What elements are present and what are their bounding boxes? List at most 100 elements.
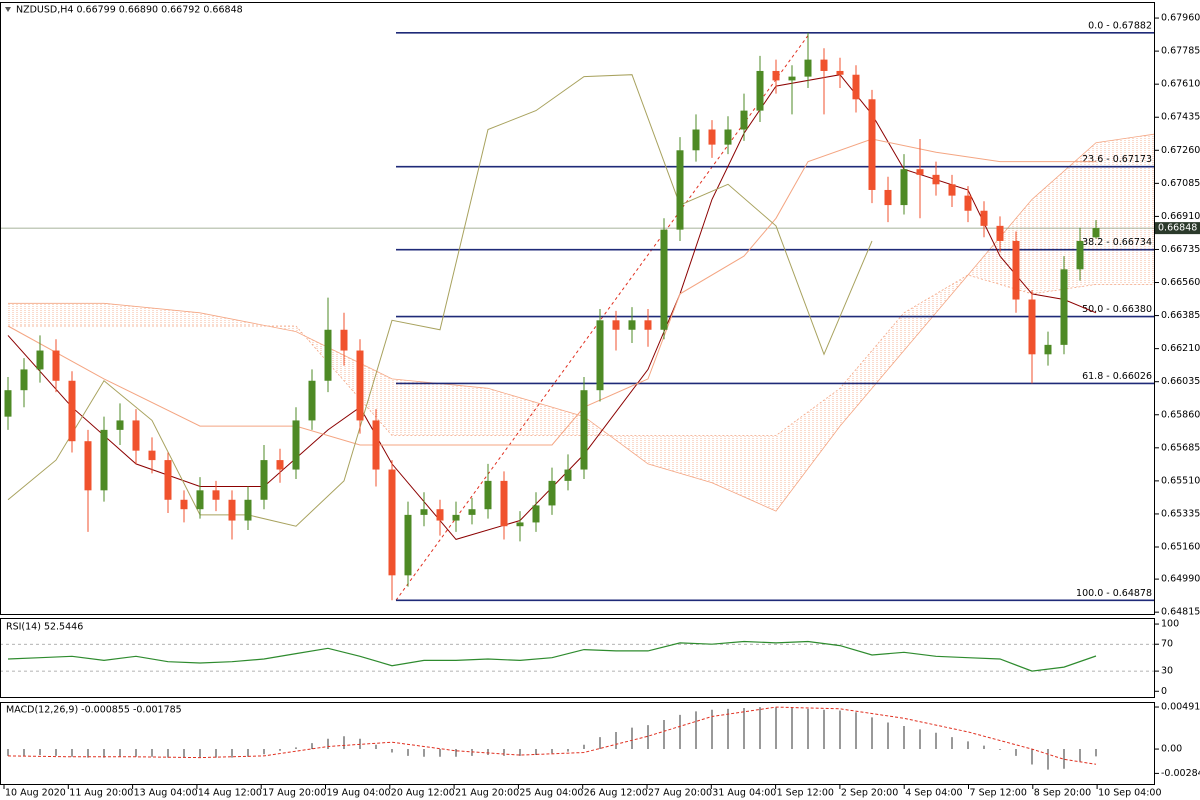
candle-body xyxy=(804,59,812,77)
fib-label: 0.0 - 0.67882 xyxy=(1088,20,1152,31)
candle-body xyxy=(596,320,604,391)
indicator-line xyxy=(7,74,873,527)
y-tick-label: 30 xyxy=(1161,666,1173,677)
candle-body xyxy=(884,189,892,206)
y-tick-label: 0.66035 xyxy=(1161,376,1200,387)
y-tick-label: 0.67085 xyxy=(1161,178,1200,189)
x-tick-label: 17 Aug 20:00 xyxy=(262,788,326,799)
fib-label: 50.0 - 0.66380 xyxy=(1082,304,1152,315)
y-tick-label: 0.64815 xyxy=(1161,607,1200,618)
main-panel xyxy=(0,2,1155,615)
candle-body xyxy=(420,509,428,515)
x-tick-label: 19 Aug 04:00 xyxy=(327,788,391,799)
candle-body xyxy=(436,509,444,521)
candle-body xyxy=(276,460,284,470)
candle-body xyxy=(340,329,348,351)
candle-body xyxy=(820,59,828,71)
indicator-line xyxy=(7,138,1096,446)
cloud-span-b xyxy=(8,274,1154,436)
y-tick-label: 0.67960 xyxy=(1161,13,1200,24)
x-tick-label: 2 Sep 20:00 xyxy=(841,788,898,799)
candle-body xyxy=(244,499,252,521)
candle-body xyxy=(564,469,572,481)
candle-body xyxy=(676,150,684,230)
x-tick-label: 7 Sep 12:00 xyxy=(970,788,1027,799)
candle-body xyxy=(452,514,460,521)
candle-body xyxy=(20,369,28,391)
candle-body xyxy=(196,490,204,510)
candle-body xyxy=(660,229,668,330)
candle-body xyxy=(628,320,636,330)
y-tick-label: 0.67435 xyxy=(1161,112,1200,123)
candle-body xyxy=(36,350,44,370)
candle-body xyxy=(772,70,780,81)
x-tick-label: 25 Aug 04:00 xyxy=(519,788,583,799)
candle-body xyxy=(212,490,220,500)
x-tick-label: 14 Aug 12:00 xyxy=(198,788,262,799)
candle-body xyxy=(916,169,924,175)
x-tick-label: 4 Sep 04:00 xyxy=(905,788,962,799)
y-tick-label: 0.65685 xyxy=(1161,442,1200,453)
candle-body xyxy=(996,225,1004,241)
candle-body xyxy=(900,169,908,206)
candle-body xyxy=(468,509,476,515)
candle-body xyxy=(484,480,492,510)
x-tick-label: 10 Sep 04:00 xyxy=(1098,788,1161,799)
y-tick-label: 0 xyxy=(1161,686,1167,697)
x-tick-label: 26 Aug 12:00 xyxy=(584,788,648,799)
macd-panel xyxy=(0,702,1155,785)
axes: 0.67960 0.67785 0.67610 0.67435 0.67260 0.670… xyxy=(3,13,1200,799)
x-tick-label: 31 Aug 04:00 xyxy=(712,788,776,799)
y-tick-label: 0.64990 xyxy=(1161,574,1200,585)
fib-label: 38.2 - 0.66734 xyxy=(1082,237,1152,248)
candle-body xyxy=(388,469,396,576)
candle-body xyxy=(644,320,652,330)
y-tick-label: 0.66210 xyxy=(1161,343,1200,354)
y-tick-label: 0.67785 xyxy=(1161,46,1200,57)
candle-body xyxy=(756,70,764,111)
fib-label: 100.0 - 0.64878 xyxy=(1076,588,1152,599)
candle-body xyxy=(980,210,988,226)
y-tick-label: 0.00 xyxy=(1161,744,1182,755)
candle-body xyxy=(4,390,12,417)
candle-body xyxy=(708,129,716,145)
y-tick-label: 0.67610 xyxy=(1161,79,1200,90)
y-tick-label: -0.002844 xyxy=(1161,768,1200,779)
fib-label: 61.8 - 0.66026 xyxy=(1082,371,1152,382)
macd-title: MACD(12,26,9) -0.000855 -0.001785 xyxy=(6,705,182,716)
candle-body xyxy=(1012,240,1020,300)
candle-body xyxy=(612,320,620,330)
candle-body xyxy=(1076,240,1084,270)
y-tick-label: 100 xyxy=(1161,619,1179,630)
y-tick-label: 0.67260 xyxy=(1161,145,1200,156)
y-tick-label: 0.66560 xyxy=(1161,277,1200,288)
rsi-line xyxy=(7,640,1097,672)
candle-body xyxy=(324,329,332,381)
candle-body xyxy=(948,184,956,196)
candle-body xyxy=(852,74,860,100)
candle-body xyxy=(580,390,588,470)
rsi-panel xyxy=(0,618,1155,698)
macd-plot xyxy=(7,706,1097,770)
macd-signal xyxy=(7,706,1097,765)
x-tick-label: 21 Aug 20:00 xyxy=(455,788,519,799)
candle-body xyxy=(372,420,380,470)
candle-body xyxy=(84,441,92,491)
candle-body xyxy=(52,350,60,381)
y-tick-label: 0.65510 xyxy=(1161,475,1200,486)
candle-body xyxy=(308,380,316,421)
x-tick-label: 13 Aug 04:00 xyxy=(134,788,198,799)
y-tick-label: 0.65160 xyxy=(1161,541,1200,552)
y-tick-label: 0.66910 xyxy=(1161,211,1200,222)
y-tick-label: 0.66735 xyxy=(1161,244,1200,255)
cloud-fill xyxy=(8,134,1154,512)
candle-body xyxy=(868,99,876,190)
candle-body xyxy=(356,350,364,421)
candle-body xyxy=(740,110,748,130)
candle-body xyxy=(116,420,124,430)
x-tick-label: 1 Sep 12:00 xyxy=(777,788,834,799)
y-tick-label: 0.65860 xyxy=(1161,409,1200,420)
candle-body xyxy=(532,505,540,523)
candle-body xyxy=(964,195,972,211)
